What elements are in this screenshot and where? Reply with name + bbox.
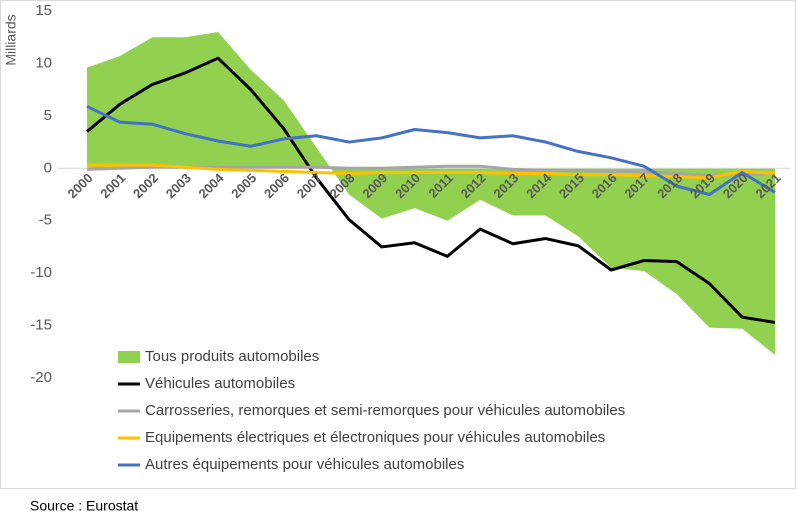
x-tick-label: 2005 — [228, 170, 259, 201]
x-tick-label: 2004 — [196, 170, 228, 202]
y-tick-label: 10 — [35, 54, 52, 71]
source: Source : Eurostat — [30, 498, 138, 514]
area — [87, 31, 775, 355]
x-tick-label: 2001 — [97, 170, 128, 201]
x-tick-label: 2003 — [163, 170, 194, 201]
legend-label: Carrosseries, remorques et semi-remorque… — [145, 402, 625, 419]
line — [86, 56, 776, 324]
x-tick-label: 2000 — [64, 170, 95, 201]
x-tick-label: 2007 — [294, 170, 325, 201]
y-axis-title: Milliards — [3, 14, 19, 65]
y-tick-label: 0 — [44, 159, 52, 176]
y-tick-label: -20 — [30, 369, 52, 386]
x-tick-label: 2002 — [130, 170, 161, 201]
y-tick-label: -10 — [30, 264, 52, 281]
legend-label: Equipements électriques et électroniques… — [145, 429, 605, 446]
legend-label: Véhicules automobiles — [145, 375, 295, 392]
y-tick-label: 15 — [35, 2, 52, 19]
chart-border — [0, 0, 796, 489]
x-tick-label: 2006 — [261, 170, 292, 201]
y-tick-label: -15 — [30, 317, 52, 334]
y-tick-label: 5 — [44, 107, 52, 124]
y-tick-label: -5 — [39, 212, 52, 229]
line — [86, 105, 776, 196]
legend-swatch — [118, 351, 140, 363]
legend-label: Tous produits automobiles — [145, 348, 319, 365]
legend-label: Autres équipements pour véhicules automo… — [145, 456, 464, 473]
